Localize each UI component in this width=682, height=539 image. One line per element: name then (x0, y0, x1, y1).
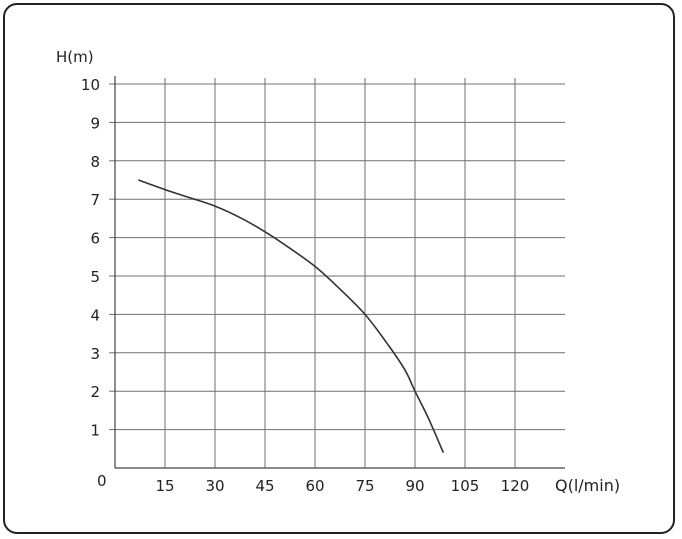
axes (114, 76, 565, 469)
y-tick-label-8: 8 (90, 153, 100, 171)
x-tick-labels: 15 30 45 60 75 90 105 120 (155, 477, 529, 495)
x-tick-label-105: 105 (451, 477, 480, 495)
x-tick-label-15: 15 (155, 477, 174, 495)
series-group (138, 179, 445, 453)
y-tick-label-7: 7 (90, 191, 100, 209)
x-tick-label-45: 45 (255, 477, 274, 495)
y-tick-label-9: 9 (90, 114, 100, 132)
y-tick-label-5: 5 (90, 268, 100, 286)
grid (109, 78, 565, 468)
x-tick-label-75: 75 (355, 477, 374, 495)
y-tick-label-1: 1 (90, 422, 100, 440)
x-tick-label-90: 90 (405, 477, 424, 495)
x-tick-label-120: 120 (501, 477, 530, 495)
y-tick-label-3: 3 (90, 345, 100, 363)
y-tick-label-4: 4 (90, 306, 100, 324)
y-tick-labels: 1 2 3 4 5 6 7 8 9 10 (81, 76, 100, 440)
y-axis-label: H(m) (56, 48, 94, 66)
x-axis-label: Q(l/min) (555, 476, 620, 495)
y-tick-label-2: 2 (90, 383, 100, 401)
y-tick-label-6: 6 (90, 230, 100, 248)
origin-label: 0 (97, 472, 107, 490)
series-line-0 (138, 179, 445, 453)
y-tick-label-10: 10 (81, 76, 100, 94)
x-tick-label-30: 30 (205, 477, 224, 495)
x-tick-label-60: 60 (305, 477, 324, 495)
